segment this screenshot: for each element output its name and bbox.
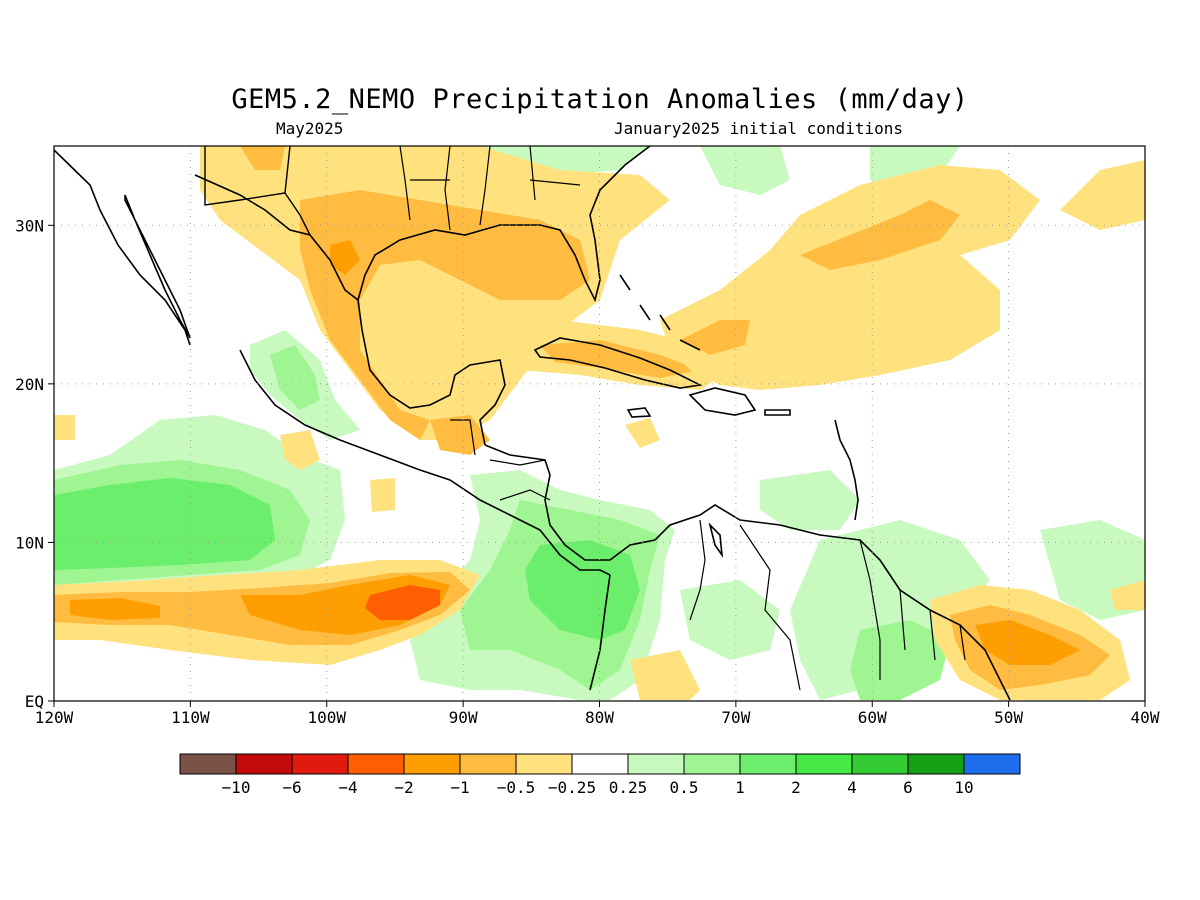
colorbar-swatch xyxy=(179,753,237,775)
colorbar-swatch xyxy=(795,753,853,775)
wet-region-pacific-strong xyxy=(54,478,275,570)
dry-region-pacific-patch3 xyxy=(370,478,395,512)
initial-conditions-label: January2025 initial conditions xyxy=(614,119,903,138)
colorbar-label: 1 xyxy=(735,778,745,797)
lon-tick-label: 40W xyxy=(1131,708,1160,727)
forecast-month-label: May2025 xyxy=(276,119,344,138)
dry-region-atlantic-mod xyxy=(800,200,960,270)
colorbar-swatch xyxy=(963,753,1021,775)
colorbar-label: 0.25 xyxy=(609,778,648,797)
coast-baja xyxy=(124,194,191,339)
colorbar-swatch xyxy=(459,753,517,775)
coast-central-america-caribbean xyxy=(484,444,656,561)
colorbar-label: 0.5 xyxy=(670,778,699,797)
lat-tick-label: 20N xyxy=(15,375,44,394)
dry-region-gulf-mod xyxy=(300,190,590,440)
dry-region-yucatan xyxy=(430,415,490,455)
map-title: GEM5.2_NEMO Precipitation Anomalies (mm/… xyxy=(231,84,969,115)
dry-region-caribbean-patch xyxy=(625,418,660,448)
wet-region-venezuela-coast xyxy=(760,470,860,530)
wet-region-colombia xyxy=(680,580,780,660)
colorbar-swatch xyxy=(235,753,293,775)
dry-region-far-east-patch xyxy=(1110,580,1145,610)
border-central-america xyxy=(450,419,551,501)
coast-jamaica xyxy=(626,407,652,418)
latitude-axis: 30N 20N 10N EQ xyxy=(15,216,54,711)
colorbar-label: −2 xyxy=(394,778,413,797)
dry-region-colombia-patch xyxy=(630,650,700,700)
colorbar-label: −6 xyxy=(282,778,301,797)
wet-anomaly-regions xyxy=(54,146,1145,700)
colorbar-swatch xyxy=(515,753,573,775)
dry-region-pacific-vstrong xyxy=(365,585,440,620)
dry-region-pacific-patch2 xyxy=(54,415,75,440)
lat-tick-label: 10N xyxy=(15,533,44,552)
dry-anomaly-regions xyxy=(54,146,1145,700)
lon-tick-label: 50W xyxy=(994,708,1023,727)
dry-region-atlantic xyxy=(660,165,1040,390)
border-us-states xyxy=(399,146,581,231)
colorbar-swatch xyxy=(291,753,349,775)
wet-region-central-america-strong xyxy=(525,540,640,640)
border-us-mexico xyxy=(204,146,311,236)
dry-region-mexico-north xyxy=(240,146,285,170)
colorbar-swatch xyxy=(739,753,797,775)
color-bar: −10 −6 −4 −2 −1 −0.5 −0.25 0.25 0.5 1 2 4 6 10 xyxy=(179,753,1021,797)
lon-tick-label: 60W xyxy=(858,708,887,727)
wet-region-guiana xyxy=(790,520,990,700)
colorbar-swatch xyxy=(627,753,685,775)
colorbar-label: 2 xyxy=(791,778,801,797)
wet-region-guiana-mod xyxy=(850,620,950,700)
coast-lesser-antilles xyxy=(834,419,859,521)
colorbar-label: 10 xyxy=(954,778,973,797)
colorbar-swatch xyxy=(403,753,461,775)
coastlines xyxy=(54,146,1011,701)
lon-tick-label: 120W xyxy=(35,708,74,727)
colorbar-swatch xyxy=(683,753,741,775)
colorbar-swatch xyxy=(851,753,909,775)
colorbar-label: −0.5 xyxy=(497,778,536,797)
coast-puerto-rico xyxy=(764,409,791,416)
colorbar-label: −10 xyxy=(222,778,251,797)
dry-region-amazon-mouth-strong xyxy=(975,620,1080,665)
dry-region-atlantic-ne xyxy=(1060,160,1145,230)
coast-cuba xyxy=(533,337,703,389)
coast-lake-maracaibo xyxy=(708,522,724,558)
lon-tick-label: 100W xyxy=(307,708,346,727)
coast-hispaniola xyxy=(688,387,757,416)
dry-region-atlantic-mod2 xyxy=(680,320,750,355)
coast-bahamas xyxy=(619,274,701,351)
colorbar-swatch xyxy=(347,753,405,775)
wet-region-mexico-mod xyxy=(270,345,320,410)
graticule xyxy=(54,146,1145,701)
colorbar-label: −1 xyxy=(450,778,469,797)
border-south-america xyxy=(689,519,966,691)
lon-tick-label: 80W xyxy=(585,708,614,727)
lat-tick-label: 30N xyxy=(15,216,44,235)
longitude-axis: 120W 110W 100W 90W 80W 70W 60W 50W 40W xyxy=(35,701,1160,727)
wet-region-north-atlantic xyxy=(700,146,790,195)
lon-tick-label: 90W xyxy=(449,708,478,727)
dry-region-pacific-patch xyxy=(280,430,320,470)
colorbar-swatch xyxy=(571,753,629,775)
coast-mexico-pacific xyxy=(239,349,611,576)
lon-tick-label: 70W xyxy=(721,708,750,727)
colorbar-label: 6 xyxy=(903,778,913,797)
colorbar-label: −0.25 xyxy=(548,778,596,797)
colorbar-label: −4 xyxy=(338,778,357,797)
colorbar-swatch xyxy=(907,753,965,775)
dry-region-gulf-strong xyxy=(330,240,360,275)
dry-region-pacific-strong xyxy=(70,598,160,620)
anomaly-field xyxy=(54,146,1145,701)
lon-tick-label: 110W xyxy=(171,708,210,727)
dry-region-cuba-mod xyxy=(540,340,700,378)
lat-tick-label: EQ xyxy=(25,692,44,711)
colorbar-label: 4 xyxy=(847,778,857,797)
coast-mexico-gulf xyxy=(357,299,506,446)
